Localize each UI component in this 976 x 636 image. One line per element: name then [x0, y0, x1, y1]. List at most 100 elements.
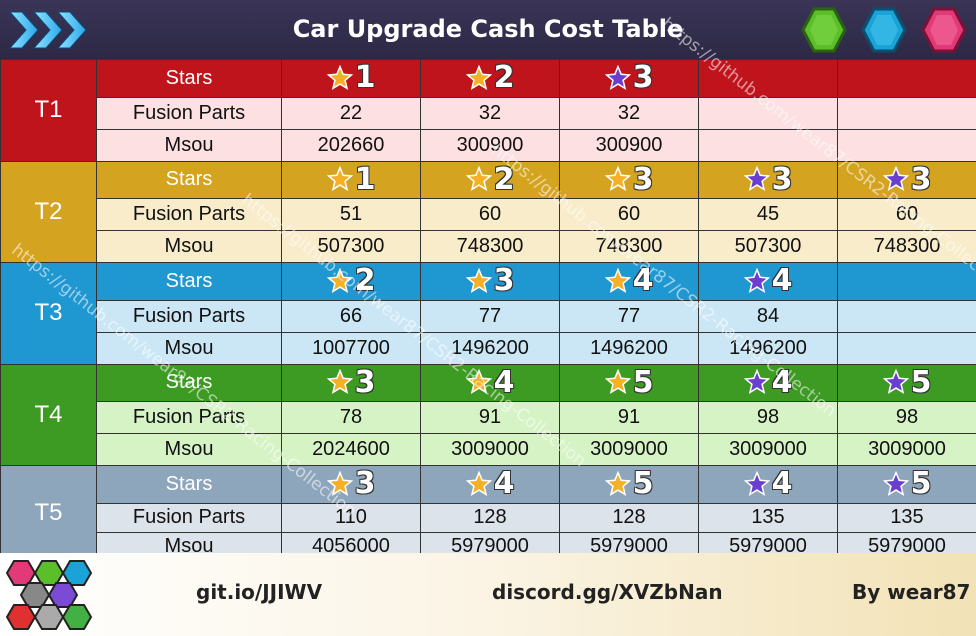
stars-row: T1 Stars 1 2 3 [0, 59, 976, 162]
fusion-parts-value: 32 [420, 96, 560, 130]
star-rating: 3 [743, 162, 792, 197]
parts-logo-icon [6, 560, 93, 630]
fusion-parts-label: Fusion Parts [96, 401, 282, 434]
fusion-parts-row: Fusion Parts 22 32 32 [1, 96, 976, 130]
star-level: 3 [354, 364, 376, 400]
footer-bar: git.io/JJIWV discord.gg/XVZbNan By wear8… [0, 553, 976, 636]
star-cell: 2 [281, 262, 421, 301]
fusion-parts-value [837, 299, 976, 333]
stars-row: T2 Stars 1 2 3 3 3 [0, 160, 976, 263]
fusion-parts-value: 66 [281, 299, 421, 333]
star-rating: 3 [326, 466, 375, 501]
fusion-parts-value: 60 [837, 198, 976, 231]
purple-star-icon [743, 470, 770, 496]
star-rating: 4 [465, 466, 514, 501]
gold-star-icon [465, 267, 492, 293]
msou-value: 300900 [420, 128, 560, 162]
msou-value: 748300 [420, 230, 560, 263]
msou-value: 1496200 [420, 331, 560, 365]
star-level: 3 [632, 60, 654, 95]
star-cell: 3 [281, 465, 421, 504]
star-cell: 1 [281, 59, 421, 98]
star-level: 5 [632, 364, 654, 400]
fusion-parts-row: Fusion Parts 78 91 91 98 98 [1, 401, 976, 434]
fusion-parts-value: 135 [837, 502, 976, 533]
upgrade-cost-table: T1 Stars 1 2 3 Fusion Parts 22 32 32 Msou 202660 30… [0, 59, 976, 562]
star-level: 3 [493, 263, 515, 298]
msou-value: 1007700 [281, 331, 421, 365]
fusion-parts-value: 128 [559, 502, 699, 533]
fusion-parts-value: 60 [420, 198, 560, 231]
msou-value: 2024600 [281, 433, 421, 466]
purple-star-icon [882, 166, 909, 192]
stars-label: Stars [96, 160, 282, 199]
stars-row: T3 Stars 2 3 4 4 [0, 262, 976, 365]
star-level: 4 [771, 364, 793, 400]
star-level: 4 [493, 364, 515, 400]
msou-value: 3009000 [698, 433, 838, 466]
msou-label: Msou [96, 230, 282, 263]
star-level: 2 [493, 161, 515, 197]
page-title: Car Upgrade Cash Cost Table [292, 15, 684, 43]
star-cell: 4 [420, 363, 560, 402]
fusion-parts-value [837, 96, 976, 130]
purple-star-icon [882, 470, 909, 496]
star-cell [698, 59, 838, 98]
fusion-parts-value: 98 [698, 401, 838, 434]
gold-star-icon [604, 470, 631, 496]
star-cell [837, 262, 976, 301]
star-rating: 5 [604, 364, 654, 400]
fusion-parts-label: Fusion Parts [96, 299, 282, 333]
star-cell: 3 [559, 160, 699, 199]
star-rating: 5 [882, 365, 931, 400]
fusion-parts-value: 98 [837, 401, 976, 434]
fusion-parts-value: 32 [559, 96, 699, 130]
star-level: 2 [493, 60, 515, 95]
star-rating: 1 [326, 161, 376, 197]
msou-value: 1496200 [559, 331, 699, 365]
blue-hexagon-icon [861, 7, 907, 53]
star-cell: 3 [837, 160, 976, 199]
stars-label: Stars [96, 465, 282, 504]
star-rating: 1 [326, 60, 375, 95]
star-level: 3 [910, 161, 932, 197]
msou-value: 3009000 [559, 433, 699, 466]
star-rating: 5 [604, 466, 654, 501]
star-level: 1 [354, 161, 376, 197]
fusion-parts-label: Fusion Parts [96, 198, 282, 231]
author-credit: By wear87 [852, 580, 971, 604]
msou-value: 748300 [837, 230, 976, 263]
star-level: 5 [632, 466, 654, 501]
fusion-parts-row: Fusion Parts 110 128 128 135 135 [1, 502, 976, 533]
star-cell: 3 [281, 363, 421, 402]
fusion-parts-value: 128 [420, 502, 560, 533]
purple-star-icon [743, 267, 770, 293]
fusion-parts-value: 60 [559, 198, 699, 231]
star-rating: 5 [882, 466, 931, 501]
tier-label: T1 [0, 59, 97, 162]
tier-label: T2 [0, 160, 97, 263]
fusion-parts-value: 135 [698, 502, 838, 533]
star-rating: 2 [326, 263, 375, 298]
tier-label: T3 [0, 262, 97, 365]
msou-row: Msou 2024600 3009000 3009000 3009000 3009000 [1, 433, 976, 466]
star-cell: 3 [698, 160, 838, 199]
gold-star-icon [465, 64, 492, 90]
fusion-parts-value: 78 [281, 401, 421, 434]
star-rating: 4 [743, 364, 793, 400]
stars-row: T5 Stars 3 4 5 4 5 [0, 465, 976, 562]
tier-label: T4 [0, 363, 97, 466]
gold-star-icon [326, 166, 353, 192]
star-cell: 2 [420, 59, 560, 98]
star-cell: 5 [837, 465, 976, 504]
github-link[interactable]: git.io/JJIWV [196, 580, 323, 604]
gold-star-icon [604, 369, 631, 395]
star-rating: 2 [465, 60, 515, 95]
star-rating: 2 [465, 161, 515, 197]
discord-link[interactable]: discord.gg/XVZbNan [492, 580, 723, 604]
star-cell: 5 [559, 465, 699, 504]
green-hexagon-icon [801, 7, 847, 53]
purple-star-icon [743, 369, 770, 395]
msou-row: Msou 202660 300900 300900 [1, 128, 976, 162]
msou-label: Msou [96, 331, 282, 365]
